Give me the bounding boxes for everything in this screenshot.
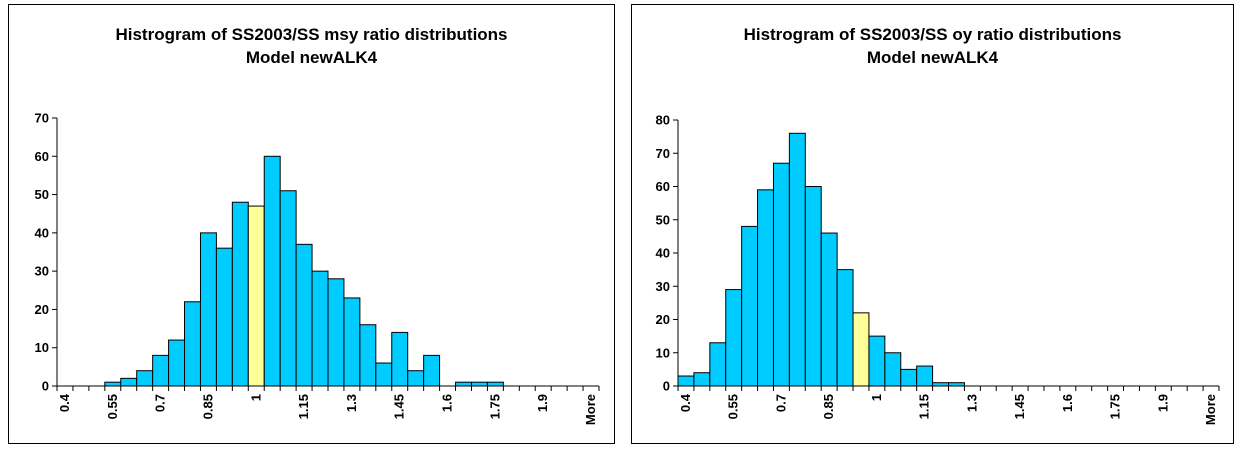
bar	[136, 370, 154, 387]
bar	[470, 381, 488, 387]
y-tick-label: 60	[656, 179, 670, 194]
bar	[804, 186, 822, 387]
y-tick-label: 0	[663, 379, 670, 394]
histogram-msy: 0 10 20 30 40 50 60 70 0.4 0.55 0.7 0.85 1 1.15 1.3 1.4…	[35, 111, 600, 425]
x-tick-label: 1.9	[535, 394, 550, 412]
y-tick-label: 50	[35, 187, 49, 202]
x-tick-label: 0.85	[200, 394, 215, 419]
y-tick-label: 50	[656, 212, 670, 227]
bar	[295, 243, 313, 387]
bar	[486, 381, 504, 387]
bar	[327, 278, 345, 387]
bar	[279, 190, 297, 387]
bar	[836, 269, 854, 387]
y-tick-label: 30	[35, 264, 49, 279]
bar	[168, 339, 186, 387]
bar	[772, 162, 790, 387]
bar	[263, 155, 281, 387]
bar	[677, 375, 695, 387]
x-tick-label: 1.15	[296, 394, 311, 419]
x-tick-label: 1.75	[1108, 394, 1123, 419]
bar	[343, 297, 361, 387]
x-tick-label: 1.9	[1155, 394, 1170, 412]
x-tick-label: 0.4	[678, 393, 693, 412]
bar	[184, 301, 201, 387]
x-tick-label: 1.45	[1012, 394, 1027, 419]
bar	[375, 362, 393, 387]
x-tick-label: 1.3	[964, 394, 979, 412]
bar	[359, 324, 377, 387]
bar	[423, 354, 441, 387]
x-tick-label: 0.4	[57, 393, 72, 412]
chart-title: Histrogram of SS2003/SS msy ratio distri…	[115, 25, 508, 44]
x-tick-label: 1.15	[917, 394, 932, 419]
bar	[391, 331, 409, 387]
bar	[231, 201, 249, 387]
x-tick-label: More	[583, 394, 598, 425]
x-tick-label: 0.7	[773, 394, 788, 412]
highlight-bar	[852, 312, 870, 387]
x-tick-label: 1.75	[487, 394, 502, 419]
x-tick-label: 1.45	[392, 394, 407, 419]
bar	[199, 232, 217, 387]
bar	[407, 370, 425, 387]
y-tick-label: 80	[656, 113, 670, 128]
y-tick-label: 10	[656, 345, 670, 360]
y-tick-label: 40	[35, 225, 49, 240]
x-tick-label: 0.85	[821, 394, 836, 419]
bar	[916, 365, 934, 387]
y-tick-label: 40	[656, 246, 670, 261]
bar	[788, 132, 806, 387]
x-tick-label: 1.6	[1060, 394, 1075, 412]
x-tick-label: 0.55	[105, 394, 120, 419]
x-tick-label: More	[1203, 394, 1218, 425]
y-tick-label: 70	[656, 146, 670, 161]
y-tick-label: 10	[35, 340, 49, 355]
chart-title-block: Histrogram of SS2003/SS oy ratio distrib…	[632, 23, 1233, 69]
bar	[693, 372, 711, 387]
bar	[741, 225, 759, 387]
bar	[215, 247, 233, 387]
histogram-oy: 0 10 20 30 40 50 60 70 80 0.4 0.55 0.7 0.85 1 1.15 1.3 1…	[656, 113, 1220, 425]
y-tick-label: 20	[35, 302, 49, 317]
x-tick-label: 1	[869, 394, 884, 401]
bar	[152, 354, 170, 387]
bar	[884, 352, 902, 387]
x-tick-label: 1.3	[344, 394, 359, 412]
chart-panel-msy: Histrogram of SS2003/SS msy ratio distri…	[8, 4, 615, 444]
chart-title-block: Histrogram of SS2003/SS msy ratio distri…	[9, 23, 614, 69]
x-tick-label: 1	[248, 394, 263, 401]
y-tick-label: 0	[42, 379, 49, 394]
bar	[120, 377, 138, 387]
bar	[311, 270, 329, 387]
chart-subtitle: Model newALK4	[866, 48, 999, 67]
x-tick-label: 1.6	[440, 394, 455, 412]
chart-subtitle: Model newALK4	[245, 48, 378, 67]
y-tick-label: 60	[35, 149, 49, 164]
x-tick-label: 0.7	[153, 394, 168, 412]
bar	[868, 335, 886, 387]
bar	[900, 368, 918, 387]
y-tick-label: 20	[656, 312, 670, 327]
bar	[709, 342, 727, 387]
bar	[757, 189, 774, 387]
y-tick-label: 70	[35, 111, 49, 126]
highlight-bar	[247, 205, 265, 387]
bar	[104, 381, 122, 387]
x-tick-label: 0.55	[726, 394, 741, 419]
bar	[820, 232, 838, 387]
y-tick-label: 30	[656, 279, 670, 294]
chart-title: Histrogram of SS2003/SS oy ratio distrib…	[743, 25, 1122, 44]
bar	[725, 289, 743, 387]
chart-panel-oy: Histrogram of SS2003/SS oy ratio distrib…	[631, 4, 1234, 444]
bar	[455, 381, 472, 387]
